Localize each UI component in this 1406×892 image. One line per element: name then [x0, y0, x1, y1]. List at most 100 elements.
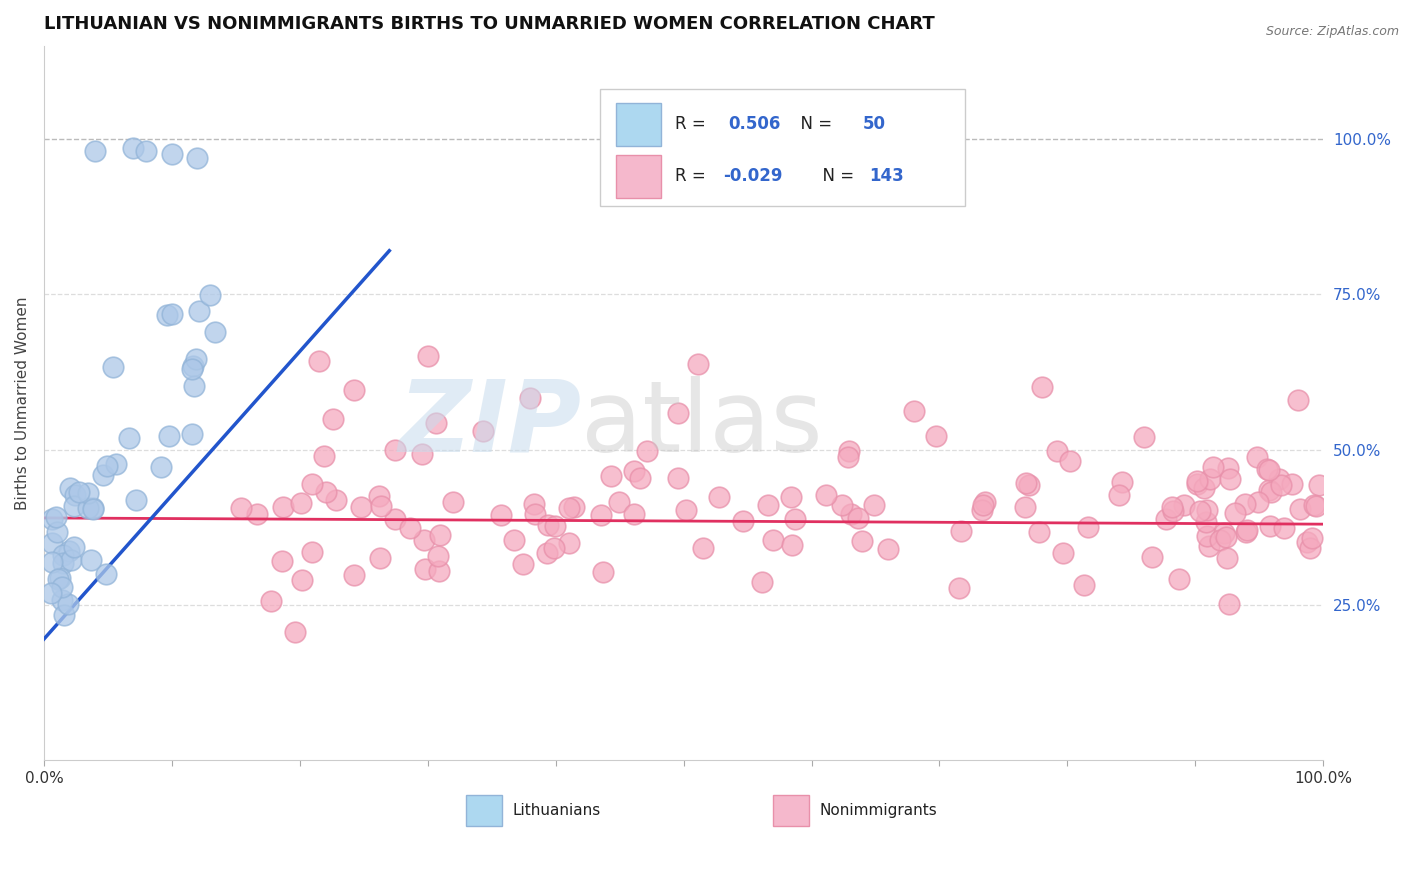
Point: [519, 392, 541, 406]
Point: [925, 429, 948, 443]
Point: [156, 308, 179, 322]
Point: [368, 550, 391, 565]
Point: [1236, 524, 1258, 538]
Point: [101, 360, 124, 375]
Point: [502, 533, 524, 547]
Point: [838, 444, 860, 458]
Point: [607, 495, 630, 509]
Point: [862, 498, 884, 512]
Point: [1195, 516, 1218, 530]
Point: [160, 307, 183, 321]
Point: [52, 557, 75, 571]
Point: [411, 447, 433, 461]
Point: [343, 568, 366, 582]
Point: [1108, 488, 1130, 502]
Point: [1140, 550, 1163, 565]
Point: [1234, 524, 1257, 539]
Point: [312, 449, 335, 463]
Point: [1198, 539, 1220, 553]
Point: [814, 488, 837, 502]
Point: [58, 543, 80, 558]
Point: [523, 497, 546, 511]
Point: [1031, 380, 1053, 394]
Point: [1256, 462, 1278, 476]
Text: N =: N =: [790, 115, 842, 133]
Y-axis label: Births to Unmarried Women: Births to Unmarried Women: [15, 296, 30, 509]
Point: [877, 541, 900, 556]
Point: [350, 500, 373, 514]
Point: [839, 507, 862, 521]
Point: [399, 521, 422, 535]
Point: [666, 405, 689, 419]
Point: [1281, 476, 1303, 491]
Point: [1246, 450, 1268, 464]
Point: [271, 554, 294, 568]
Point: [325, 493, 347, 508]
Point: [523, 507, 546, 521]
Point: [301, 477, 323, 491]
Text: 50: 50: [863, 115, 886, 133]
Point: [62, 499, 84, 513]
Point: [46, 524, 69, 539]
Point: [707, 491, 730, 505]
Point: [837, 450, 859, 464]
Point: [1219, 472, 1241, 486]
Point: [472, 424, 495, 438]
Point: [322, 411, 344, 425]
Point: [157, 429, 180, 443]
Point: [846, 510, 869, 524]
Text: R =: R =: [675, 115, 716, 133]
Point: [384, 442, 406, 457]
Point: [49, 571, 72, 585]
Point: [260, 594, 283, 608]
Point: [427, 565, 450, 579]
Point: [183, 359, 205, 373]
Point: [974, 495, 997, 509]
Point: [118, 431, 141, 445]
Point: [59, 482, 82, 496]
Point: [56, 597, 79, 611]
Point: [1299, 541, 1322, 555]
FancyBboxPatch shape: [616, 155, 661, 198]
Point: [688, 357, 710, 371]
Point: [1268, 472, 1291, 486]
Point: [63, 540, 86, 554]
FancyBboxPatch shape: [600, 88, 965, 206]
Text: 0.506: 0.506: [728, 115, 780, 133]
Point: [188, 304, 211, 318]
Point: [1168, 572, 1191, 586]
Point: [181, 426, 204, 441]
Point: [441, 495, 464, 509]
Point: [301, 545, 323, 559]
Point: [543, 541, 565, 555]
Point: [731, 514, 754, 528]
Text: Source: ZipAtlas.com: Source: ZipAtlas.com: [1265, 25, 1399, 38]
Text: LITHUANIAN VS NONIMMIGRANTS BIRTHS TO UNMARRIED WOMEN CORRELATION CHART: LITHUANIAN VS NONIMMIGRANTS BIRTHS TO UN…: [44, 15, 935, 33]
Point: [831, 498, 853, 512]
Point: [124, 492, 146, 507]
Point: [972, 498, 994, 512]
Point: [1295, 534, 1317, 549]
Point: [636, 443, 658, 458]
Point: [77, 485, 100, 500]
Point: [512, 557, 534, 571]
Point: [564, 500, 586, 514]
Point: [46, 572, 69, 586]
Text: -0.029: -0.029: [723, 168, 783, 186]
FancyBboxPatch shape: [773, 795, 808, 826]
Point: [1218, 598, 1240, 612]
Point: [1133, 430, 1156, 444]
Point: [1187, 476, 1209, 491]
Point: [1270, 477, 1292, 491]
Point: [785, 512, 807, 526]
Point: [160, 147, 183, 161]
Point: [1059, 454, 1081, 468]
Point: [59, 553, 82, 567]
Point: [1258, 518, 1281, 533]
Point: [1303, 498, 1326, 512]
Point: [1052, 546, 1074, 560]
FancyBboxPatch shape: [465, 795, 502, 826]
Point: [675, 503, 697, 517]
Point: [1286, 392, 1309, 407]
Point: [1173, 498, 1195, 512]
